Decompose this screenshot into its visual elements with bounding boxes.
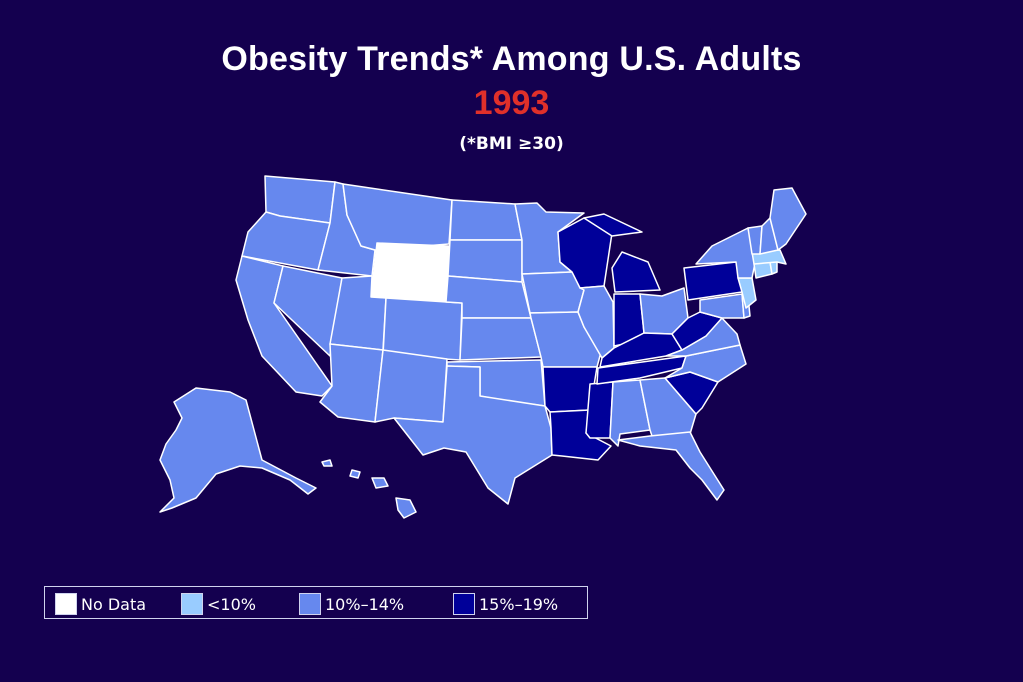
state-WY xyxy=(370,242,450,303)
legend-item-10-14: 10%–14% xyxy=(299,593,404,615)
state-AK xyxy=(159,387,317,513)
state-PA xyxy=(683,261,743,301)
state-NM xyxy=(374,349,448,423)
state-TN xyxy=(596,355,687,385)
state-SD xyxy=(447,239,523,283)
state-ND xyxy=(449,199,523,241)
state-RI xyxy=(769,261,778,275)
legend-item-15-19: 15%–19% xyxy=(453,593,558,615)
map-title: Obesity Trends* Among U.S. Adults xyxy=(221,40,802,78)
state-KS xyxy=(459,317,542,361)
state-MS xyxy=(585,381,614,439)
state-MD xyxy=(699,293,745,319)
legend-swatch-10-14 xyxy=(299,593,321,615)
legend-swatch-lt10 xyxy=(181,593,203,615)
state-MI-upper xyxy=(583,213,643,237)
state-MT xyxy=(342,183,453,251)
legend-item-no-data: No Data xyxy=(55,593,146,615)
legend-label-lt10: <10% xyxy=(207,594,256,614)
state-HI xyxy=(321,459,417,519)
state-MI xyxy=(611,251,661,293)
map-year: 1993 xyxy=(473,84,550,122)
legend-label-no-data: No Data xyxy=(81,594,147,614)
legend: No Data <10% 10%–14% 15%–19% xyxy=(44,586,588,619)
legend-swatch-15-19 xyxy=(453,593,475,615)
legend-swatch-no-data xyxy=(55,593,77,615)
state-FL xyxy=(617,431,725,501)
legend-label-15-19: 15%–19% xyxy=(479,594,559,614)
state-CO xyxy=(382,297,463,361)
legend-label-10-14: 10%–14% xyxy=(325,594,405,614)
state-TX xyxy=(393,365,553,505)
legend-item-lt10: <10% xyxy=(181,593,256,615)
state-ME xyxy=(769,187,807,251)
map-subtitle: (*BMI ≥30) xyxy=(459,134,564,154)
